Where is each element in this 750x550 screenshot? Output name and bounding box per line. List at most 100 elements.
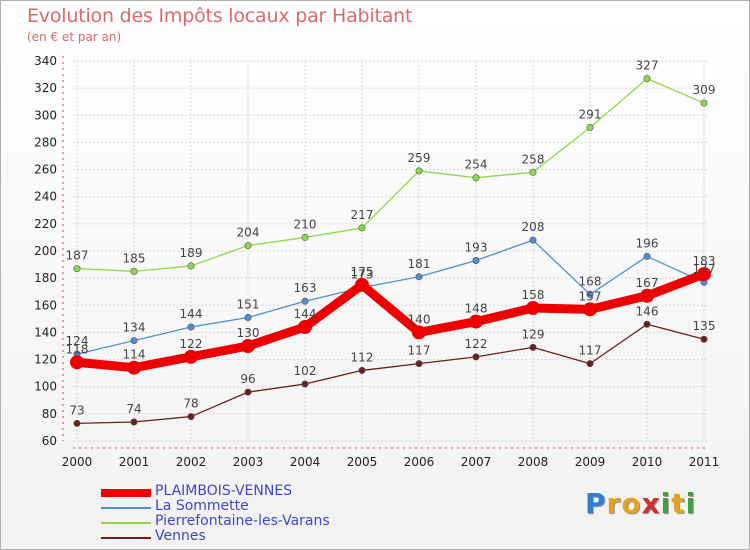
data-label: 78 xyxy=(183,397,198,411)
data-label: 193 xyxy=(465,241,488,255)
data-point xyxy=(415,273,423,281)
x-tick-label: 2003 xyxy=(233,455,264,469)
legend-label: PLAIMBOIS-VENNES xyxy=(155,483,293,499)
data-label: 196 xyxy=(636,236,659,250)
data-label: 96 xyxy=(240,372,255,386)
data-label: 177 xyxy=(693,262,716,276)
data-label: 173 xyxy=(351,268,374,282)
data-label: 112 xyxy=(351,350,374,364)
data-point xyxy=(355,277,369,292)
data-point xyxy=(73,265,81,273)
y-tick-label: 280 xyxy=(34,135,57,149)
grid-lines xyxy=(73,60,708,442)
y-axis-ticks: 60 80 100 120 140 160 180 200 220 240 260 280 300 320… xyxy=(34,54,57,448)
data-label: 122 xyxy=(465,337,488,351)
x-tick-label: 2002 xyxy=(176,455,207,469)
logo-letter: i xyxy=(660,487,672,520)
y-tick-label: 160 xyxy=(34,298,57,312)
data-point xyxy=(529,236,537,244)
data-label: 189 xyxy=(180,246,203,260)
x-tick-label: 2007 xyxy=(461,455,492,469)
data-point xyxy=(301,380,309,388)
legend-swatch xyxy=(101,537,151,539)
legend-swatch xyxy=(101,522,151,524)
data-label: 151 xyxy=(237,298,260,312)
data-point xyxy=(586,124,594,132)
data-point xyxy=(586,290,594,298)
data-point xyxy=(130,267,138,275)
data-point xyxy=(643,320,651,328)
data-point xyxy=(241,339,255,353)
data-label: 309 xyxy=(693,83,716,97)
data-label: 181 xyxy=(408,257,431,271)
series-lines xyxy=(70,75,711,427)
x-tick-label: 2010 xyxy=(632,455,663,469)
data-label: 144 xyxy=(294,307,317,321)
x-tick-label: 2004 xyxy=(290,455,321,469)
data-point xyxy=(187,323,195,331)
data-label: 144 xyxy=(180,307,203,321)
data-point xyxy=(301,233,309,241)
data-point xyxy=(244,242,252,250)
data-point xyxy=(415,167,423,175)
data-point xyxy=(526,301,540,315)
axes xyxy=(62,56,708,449)
data-point xyxy=(643,252,651,260)
data-point xyxy=(127,360,141,375)
data-label: 118 xyxy=(66,342,89,356)
data-label: 148 xyxy=(465,302,488,316)
proxiti-logo: Proxiti xyxy=(585,487,696,520)
legend-swatch xyxy=(101,507,151,509)
x-tick-label: 2001 xyxy=(119,455,150,469)
data-labels: 118 114 122 130 144 175 140 148 158 157 167 183 124 1… xyxy=(66,59,716,418)
data-point xyxy=(640,288,654,303)
logo-letter: x xyxy=(641,487,661,520)
data-label: 140 xyxy=(408,312,431,326)
data-point xyxy=(187,413,195,421)
data-label: 114 xyxy=(123,348,146,362)
data-label: 291 xyxy=(579,108,602,122)
x-tick-label: 2009 xyxy=(575,455,606,469)
x-axis-ticks: 2000 2001 2002 2003 2004 2005 2006 2007 2008 2009… xyxy=(62,455,720,469)
chart-subtitle: (en € et par an) xyxy=(27,30,122,44)
data-point xyxy=(700,99,708,107)
data-point xyxy=(469,314,483,329)
logo-letter: t xyxy=(671,487,686,520)
data-label: 168 xyxy=(579,274,602,288)
data-label: 134 xyxy=(123,321,146,335)
data-point xyxy=(244,313,252,321)
x-tick-label: 2011 xyxy=(689,455,720,469)
y-tick-label: 240 xyxy=(34,190,57,204)
data-label: 146 xyxy=(636,304,659,318)
data-point xyxy=(130,418,138,426)
series-line-3 xyxy=(76,323,705,425)
data-label: 185 xyxy=(123,251,146,265)
data-label: 187 xyxy=(66,249,89,263)
data-label: 102 xyxy=(294,364,317,378)
data-label: 124 xyxy=(66,334,89,348)
data-point xyxy=(583,302,597,317)
data-point xyxy=(244,388,252,396)
series-line-0 xyxy=(72,269,709,373)
x-tick-label: 2008 xyxy=(518,455,549,469)
data-point xyxy=(700,335,708,343)
y-tick-label: 320 xyxy=(34,81,57,95)
data-point xyxy=(187,262,195,270)
data-label: 158 xyxy=(522,288,545,302)
data-label: 122 xyxy=(180,337,203,351)
series-line-2 xyxy=(76,77,705,273)
x-tick-label: 2005 xyxy=(347,455,378,469)
data-label: 117 xyxy=(408,344,431,358)
data-point xyxy=(472,353,480,361)
legend-label: Vennes xyxy=(155,528,206,544)
data-label: 74 xyxy=(126,402,141,416)
y-tick-label: 120 xyxy=(34,353,57,367)
data-point xyxy=(643,75,651,83)
data-label: 163 xyxy=(294,281,317,295)
data-label: 73 xyxy=(69,403,84,417)
x-tick-label: 2000 xyxy=(62,455,93,469)
data-point xyxy=(529,343,537,351)
y-tick-label: 60 xyxy=(42,434,57,448)
y-tick-label: 300 xyxy=(34,108,57,122)
